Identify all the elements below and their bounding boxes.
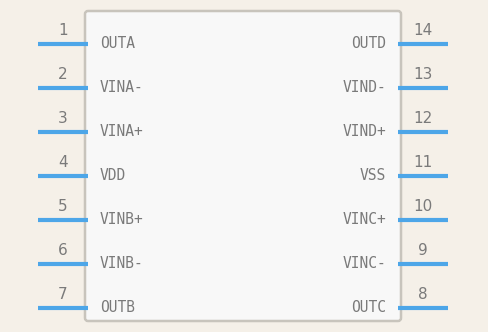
- Text: 12: 12: [413, 111, 433, 126]
- Text: 6: 6: [58, 243, 68, 258]
- Text: OUTD: OUTD: [351, 37, 386, 51]
- Text: VINB-: VINB-: [100, 257, 144, 272]
- Text: 14: 14: [413, 23, 433, 38]
- Text: OUTB: OUTB: [100, 300, 135, 315]
- Text: VDD: VDD: [100, 169, 126, 184]
- Text: 8: 8: [418, 287, 428, 302]
- Text: VINC-: VINC-: [342, 257, 386, 272]
- Text: 1: 1: [58, 23, 68, 38]
- Text: VINA+: VINA+: [100, 124, 144, 139]
- Text: 13: 13: [413, 67, 433, 82]
- Text: 4: 4: [58, 155, 68, 170]
- Text: VINB+: VINB+: [100, 212, 144, 227]
- Text: VSS: VSS: [360, 169, 386, 184]
- Text: 7: 7: [58, 287, 68, 302]
- Text: VIND-: VIND-: [342, 80, 386, 96]
- Text: 3: 3: [58, 111, 68, 126]
- Text: OUTC: OUTC: [351, 300, 386, 315]
- FancyBboxPatch shape: [85, 11, 401, 321]
- Text: 11: 11: [413, 155, 433, 170]
- Text: VIND+: VIND+: [342, 124, 386, 139]
- Text: 10: 10: [413, 199, 433, 214]
- Text: VINA-: VINA-: [100, 80, 144, 96]
- Text: VINC+: VINC+: [342, 212, 386, 227]
- Text: 2: 2: [58, 67, 68, 82]
- Text: 9: 9: [418, 243, 428, 258]
- Text: 5: 5: [58, 199, 68, 214]
- Text: OUTA: OUTA: [100, 37, 135, 51]
